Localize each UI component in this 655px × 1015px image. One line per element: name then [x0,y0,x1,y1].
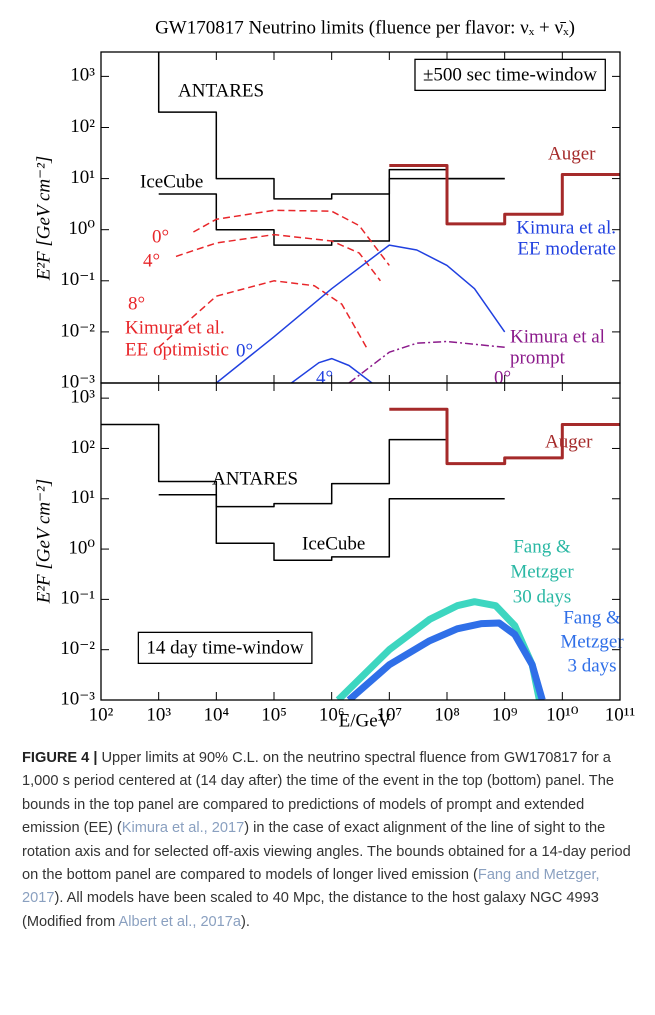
series-line [158,280,368,348]
series-label: 0° [152,226,169,247]
series-label: ANTARES [212,468,298,489]
citation-link[interactable]: Kimura et al., 2017 [121,820,245,837]
annotation: Fang & [563,607,621,628]
figure: GW170817 Neutrino limits (fluence per fl… [33,17,636,730]
citation-link[interactable]: Albert et al., 2017a [118,913,242,930]
y-tick-label: 10⁻¹ [60,269,95,290]
annotation: EE moderate [517,238,616,259]
annotation: Kimura et al [510,326,605,347]
annotation: EE optimistic [125,339,229,360]
plot-area [101,407,620,700]
y-tick-label: 10⁻² [60,320,95,341]
x-tick-label: 10¹¹ [605,704,636,725]
y-tick-label: 10⁰ [68,218,95,239]
chart-title: GW170817 Neutrino limits (fluence per fl… [155,17,575,38]
caption-text: ) in the case of exact alignment of the … [22,820,631,884]
series-line [389,164,620,226]
annotation-box [137,631,313,665]
annotation-box [414,58,606,92]
y-tick-label: 10⁻² [60,638,95,659]
series-line [346,619,546,700]
series-line [389,407,620,466]
x-tick-label: 10⁶ [319,704,345,725]
x-tick-label: 10⁹ [492,704,518,725]
y-tick-label: 10⁻³ [60,371,95,392]
series-label: 4° [316,367,333,388]
x-tick-label: 10⁷ [377,704,403,725]
series-line [175,233,381,282]
series-label: IceCube [140,171,203,192]
x-axis-label: E/GeV [339,710,392,730]
series-label: 0° [236,340,253,361]
annotation: 14 day time-window [146,637,304,658]
series-line [290,357,373,383]
caption-label: FIGURE 4 | [22,750,98,766]
annotation: ±500 sec time-window [423,64,597,85]
y-axis-label: E²F [GeV cm⁻²] [33,479,54,605]
y-tick-label: 10⁻¹ [60,588,95,609]
y-tick-label: 10² [70,437,95,458]
x-tick-label: 10³ [146,704,171,725]
series-line [193,209,390,266]
plot-area [157,52,620,383]
caption: FIGURE 4 | Upper limits at 90% C.L. on t… [22,747,634,934]
annotation: Kimura et al. [516,217,616,238]
panel-frame [100,382,621,701]
x-tick-label: 10⁵ [261,704,287,725]
caption-text: ). All models have been scaled to 40 Mpc… [22,890,599,930]
annotation: Metzger [510,561,574,582]
y-axis-label: E²F [GeV cm⁻²] [33,156,54,282]
series-line [158,177,505,246]
y-tick-label: 10¹ [70,167,95,188]
annotation: Metzger [560,631,624,652]
series-line [158,494,505,561]
annotation: 3 days [567,655,616,676]
series-label: ANTARES [178,80,264,101]
series-label: 0° [494,367,511,388]
x-tick-label: 10² [89,704,114,725]
annotation: Fang & [513,536,571,557]
series-line [101,423,447,508]
y-tick-label: 10² [70,116,95,137]
series-label: Auger [545,431,593,452]
series-label: Auger [548,143,596,164]
y-tick-label: 10³ [70,65,95,86]
series-label: IceCube [302,533,365,554]
caption-text: ). [241,913,250,930]
y-tick-label: 10⁻³ [60,688,95,709]
series-line [215,244,506,383]
series-line [348,340,505,383]
x-tick-label: 10¹⁰ [546,704,579,725]
annotation: prompt [510,347,566,368]
series-label: 8° [128,293,145,314]
x-tick-label: 10⁴ [204,704,230,725]
y-tick-label: 10⁰ [68,537,95,558]
annotation: 30 days [513,586,572,607]
series-label: 4° [143,250,160,271]
y-tick-label: 10¹ [70,487,95,508]
y-tick-label: 10³ [70,387,95,408]
citation-link[interactable]: Fang and Metzger, 2017 [22,867,600,907]
caption-text: Upper limits at 90% C.L. on the neutrino… [22,750,614,837]
annotation: Kimura et al. [125,317,225,338]
x-tick-label: 10⁸ [434,704,460,725]
